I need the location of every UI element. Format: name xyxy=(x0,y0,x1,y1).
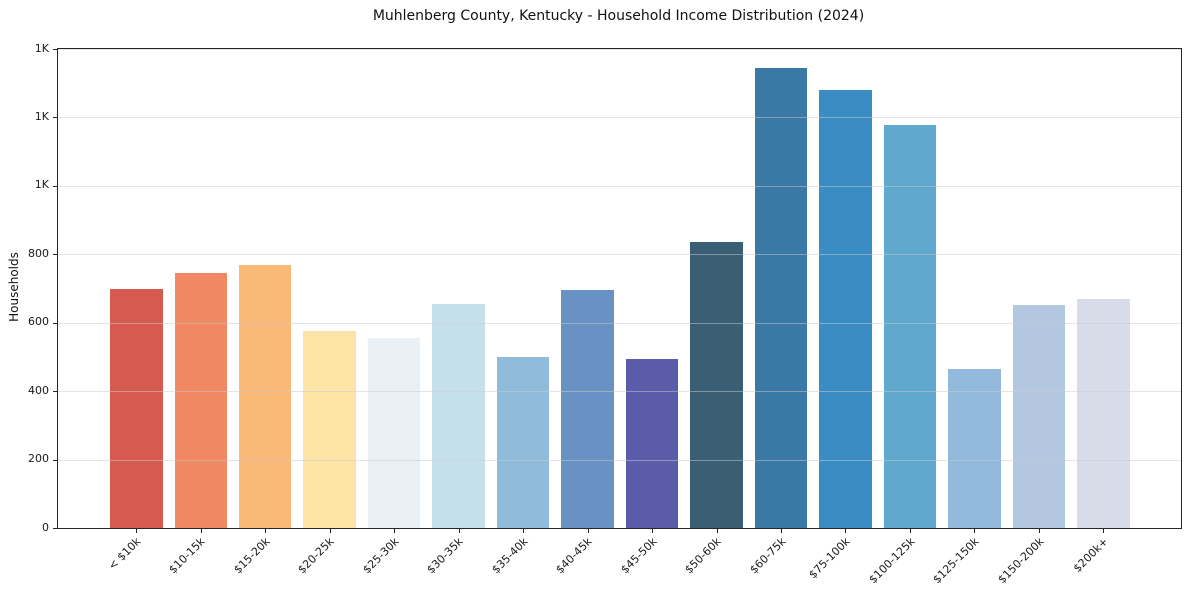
x-axis-tick xyxy=(587,529,589,533)
y-tick-label: 1K xyxy=(34,41,49,55)
x-axis-tick xyxy=(781,529,782,533)
x-tick-label: $35-40k xyxy=(489,535,531,577)
y-tick-label: 0 xyxy=(42,520,49,534)
x-tick-label: $75-100k xyxy=(806,535,853,582)
bar-$60-75k xyxy=(754,68,808,528)
x-tick-label: $15-20k xyxy=(231,535,273,577)
x-tick-label: $40-45k xyxy=(553,535,595,577)
y-tick-label: 1K xyxy=(34,109,49,123)
bar-$15-20k xyxy=(238,265,292,528)
gridline xyxy=(58,322,1181,324)
x-axis-tick xyxy=(394,529,396,533)
bar-$10-15k xyxy=(174,273,228,528)
x-tick-label: $50-60k xyxy=(682,535,724,577)
bar-$100-125k xyxy=(883,125,937,528)
x-axis-tick xyxy=(523,529,525,533)
x-axis-tick xyxy=(136,529,138,533)
x-tick-label: $200k+ xyxy=(1070,535,1111,576)
y-axis-tick xyxy=(53,459,57,461)
bar-$30-35k xyxy=(432,303,485,528)
x-axis-tick xyxy=(329,529,331,533)
chart-title: Muhlenberg County, Kentucky - Household … xyxy=(372,8,865,24)
gridline xyxy=(58,185,1181,187)
x-tick-label: $20-25k xyxy=(295,535,337,577)
gridline xyxy=(58,391,1181,393)
plot-area: < $10k $10-15k $15-20k $20-25k $25-30k $30-35… xyxy=(53,48,1182,586)
x-axis-tick xyxy=(458,529,460,533)
gridline xyxy=(58,254,1181,256)
x-axis-tick xyxy=(1103,529,1105,533)
y-axis-tick xyxy=(53,322,57,324)
y-axis-tick xyxy=(53,254,57,256)
x-tick-label: $150-200k xyxy=(994,535,1047,587)
x-tick-label: $30-35k xyxy=(424,535,466,577)
x-axis-tick xyxy=(845,529,847,533)
y-axis-tick xyxy=(53,185,57,187)
x-axis-tick xyxy=(200,529,202,533)
bar-$25-30k xyxy=(367,337,421,528)
bar-$40-45k xyxy=(561,289,614,528)
bar-$75-100k xyxy=(819,89,872,528)
y-tick-label: 1K xyxy=(34,178,49,192)
x-axis-tick xyxy=(265,529,267,533)
gridline xyxy=(58,49,1181,50)
x-tick-label: $25-30k xyxy=(360,535,402,577)
x-tick-label: $60-75k xyxy=(746,535,789,577)
x-axis-tick xyxy=(909,529,911,533)
x-tick-label: $125-150k xyxy=(930,535,982,587)
x-axis-tick xyxy=(652,529,654,533)
bar-< $10k xyxy=(110,288,163,528)
bar-$200k+ xyxy=(1077,299,1130,528)
x-tick-label: $45-50k xyxy=(617,535,660,577)
y-axis-tick xyxy=(53,49,57,50)
bar-$20-25k xyxy=(303,330,356,528)
y-tick-label: 200 xyxy=(28,452,49,466)
y-axis-tick xyxy=(53,391,57,393)
bar-$125-150k xyxy=(948,369,1001,528)
gridline xyxy=(58,117,1181,119)
x-axis-tick xyxy=(974,529,976,533)
bar-$150-200k xyxy=(1012,304,1066,528)
x-axis-tick xyxy=(1038,529,1040,533)
bar-$50-60k xyxy=(690,242,743,528)
y-tick-label: 400 xyxy=(28,383,49,397)
gridline xyxy=(58,459,1181,461)
bar-$35-40k xyxy=(496,357,550,528)
y-tick-label: 600 xyxy=(28,315,49,329)
x-axis-tick xyxy=(716,529,718,533)
y-axis-label: Households xyxy=(7,252,21,322)
x-tick-label: $10-15k xyxy=(166,535,208,577)
x-tick-label: $100-125k xyxy=(865,535,918,587)
x-tick-label: < $10k xyxy=(105,535,144,573)
y-axis-tick xyxy=(53,117,57,119)
bar-$45-50k xyxy=(625,358,679,528)
y-axis-tick xyxy=(53,528,57,529)
y-tick-label: 800 xyxy=(28,246,49,260)
